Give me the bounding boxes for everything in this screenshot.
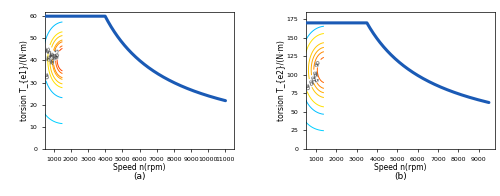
Text: 80: 80 bbox=[42, 73, 48, 80]
Text: 89.5: 89.5 bbox=[52, 47, 60, 60]
Text: 75: 75 bbox=[299, 86, 306, 94]
Y-axis label: torsion T_{e1}/(N·m): torsion T_{e1}/(N·m) bbox=[19, 40, 28, 121]
X-axis label: Speed n(rpm): Speed n(rpm) bbox=[114, 163, 166, 172]
Text: 90: 90 bbox=[315, 59, 322, 67]
Text: 88.5: 88.5 bbox=[311, 70, 318, 83]
Text: 88: 88 bbox=[50, 51, 56, 59]
Text: 85: 85 bbox=[307, 79, 314, 87]
Text: 60: 60 bbox=[294, 34, 300, 42]
Y-axis label: torsion T_{e2}/(N·m): torsion T_{e2}/(N·m) bbox=[276, 40, 285, 121]
Text: 90: 90 bbox=[54, 51, 61, 59]
Text: 60: 60 bbox=[293, 96, 300, 103]
Text: 60: 60 bbox=[34, 17, 41, 25]
Text: 80: 80 bbox=[302, 83, 309, 92]
Text: 85: 85 bbox=[46, 45, 52, 53]
Text: 87: 87 bbox=[309, 75, 316, 83]
Text: 60: 60 bbox=[34, 91, 40, 99]
Title: (a): (a) bbox=[134, 172, 146, 181]
Text: 86.5: 86.5 bbox=[47, 48, 54, 61]
X-axis label: Speed n(rpm): Speed n(rpm) bbox=[374, 163, 426, 172]
Text: 88.5: 88.5 bbox=[50, 52, 56, 64]
Title: (b): (b) bbox=[394, 172, 407, 181]
